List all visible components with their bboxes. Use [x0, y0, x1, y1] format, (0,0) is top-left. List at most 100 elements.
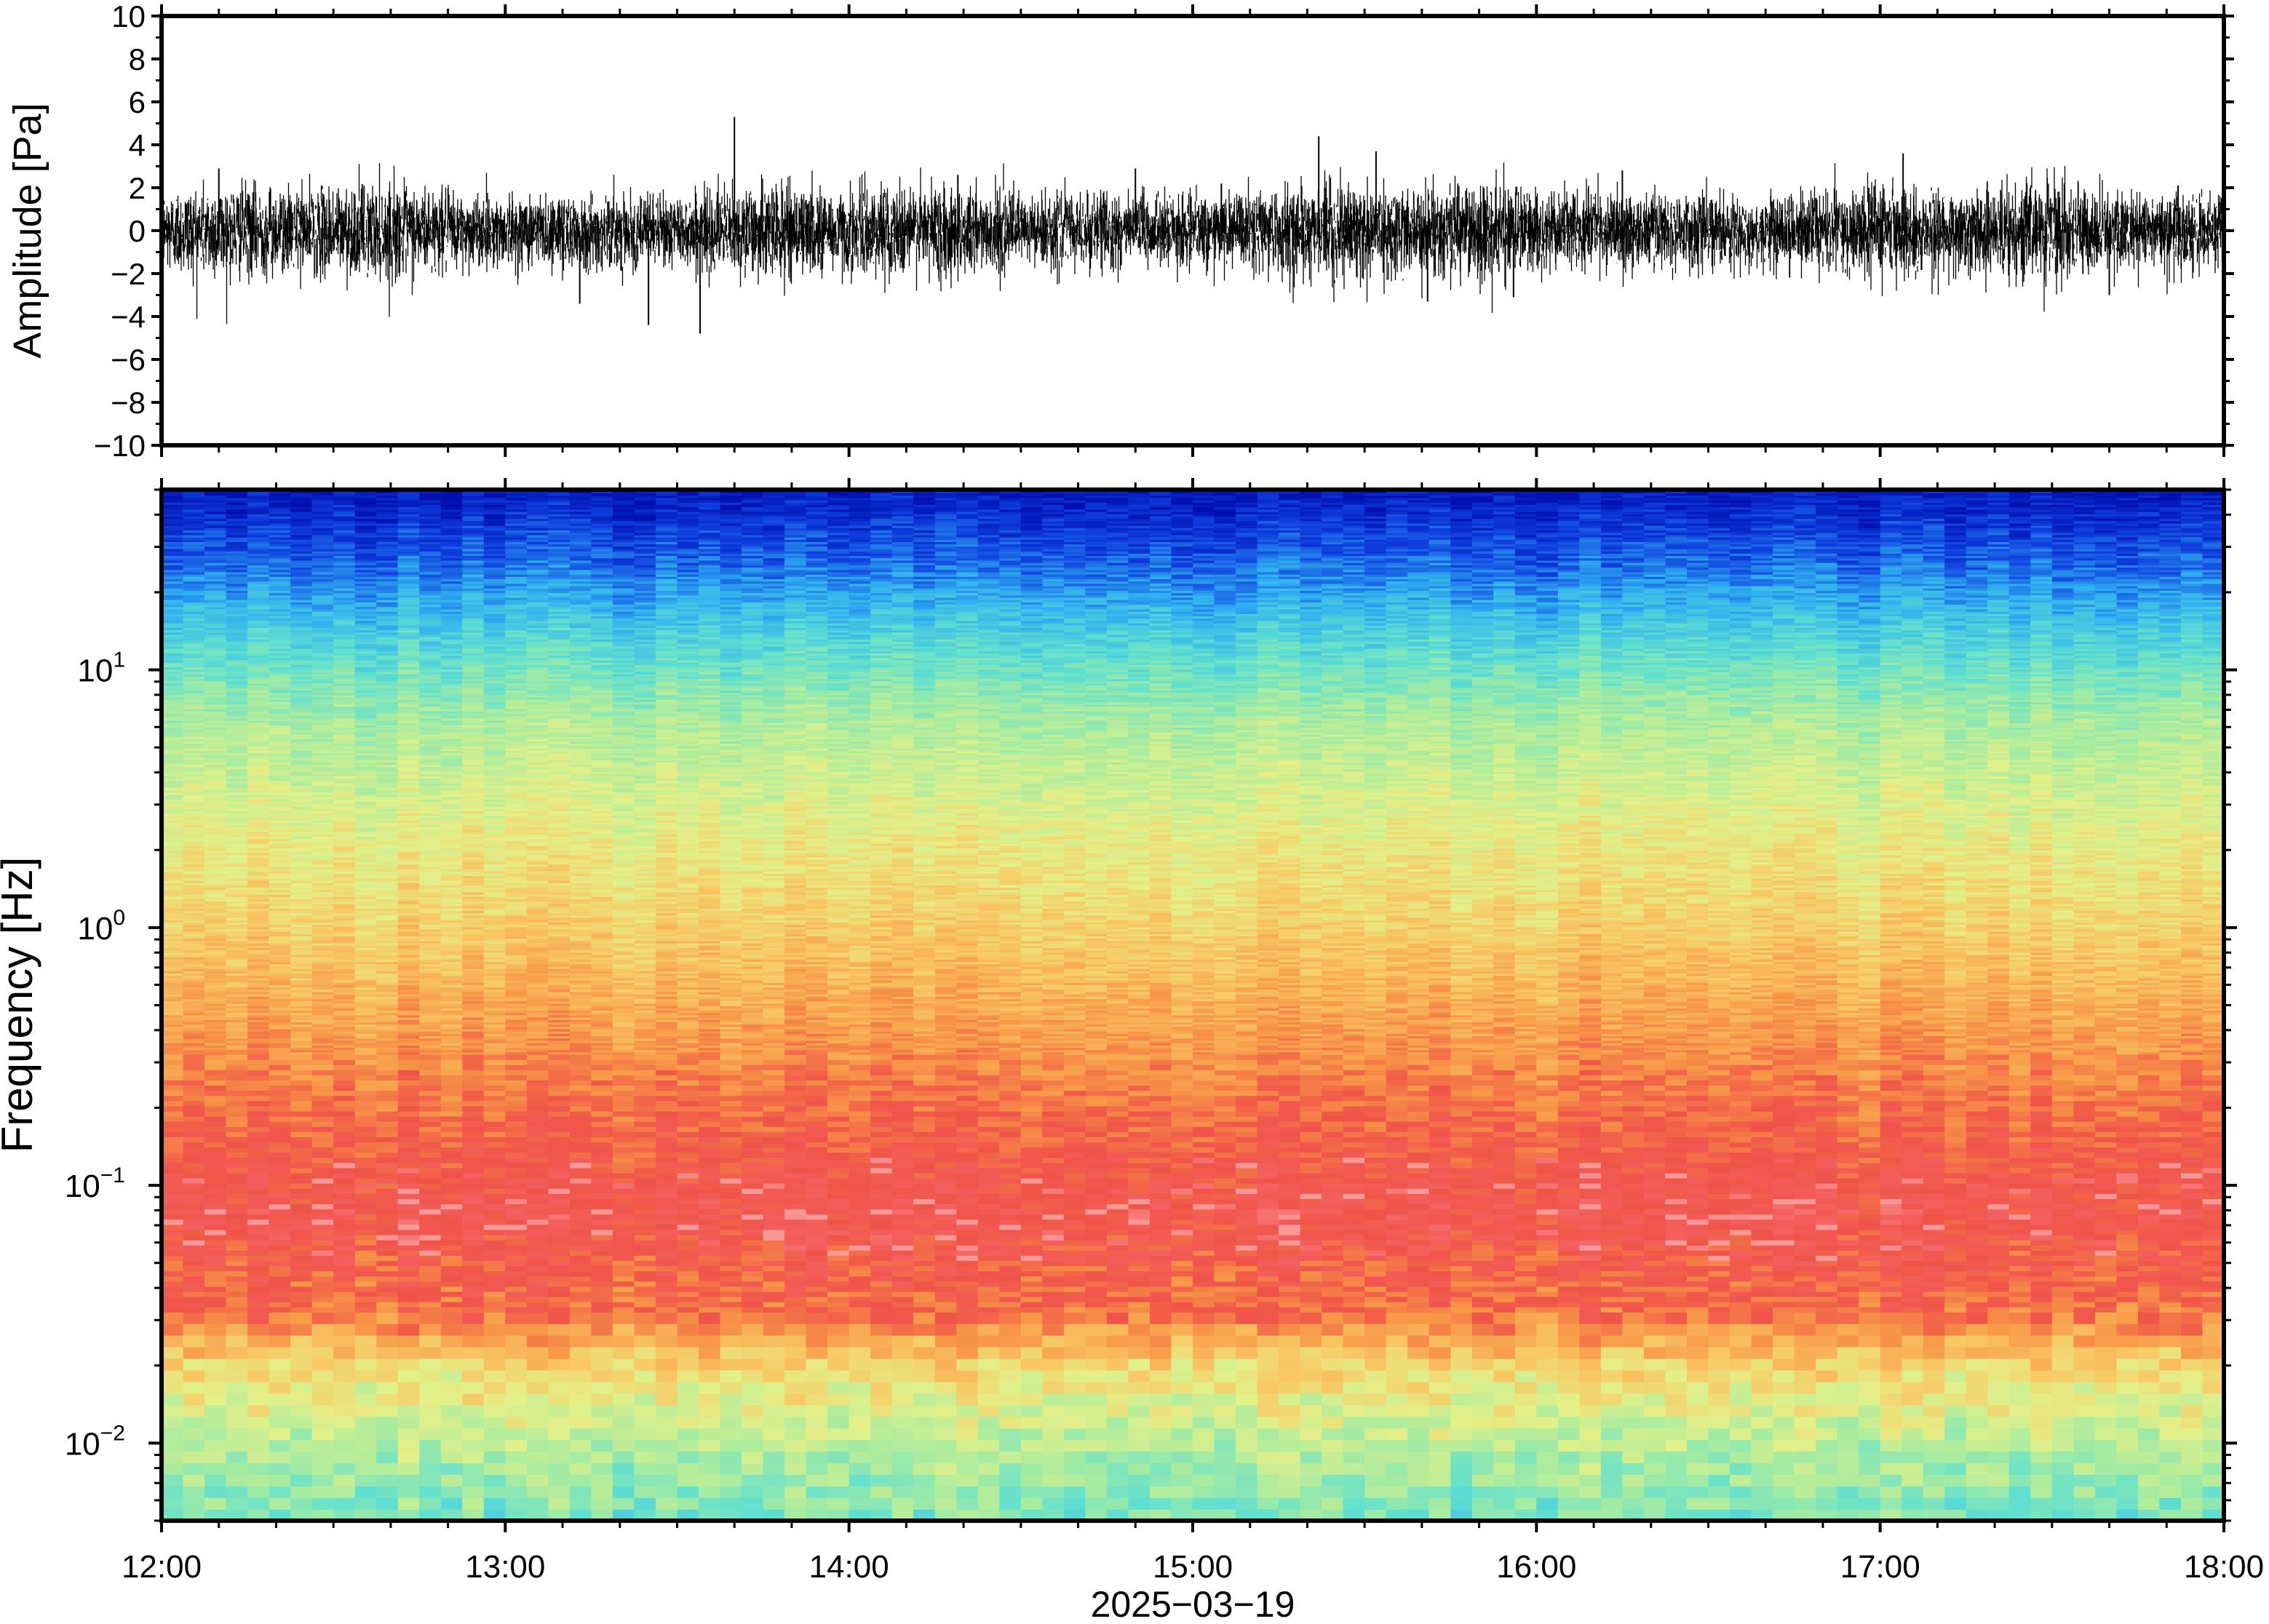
spectrogram-cell	[462, 1382, 484, 1394]
spectrogram-cell	[333, 1101, 355, 1107]
spectrogram-cell	[484, 1178, 506, 1184]
spectrogram-cell	[162, 1291, 183, 1297]
spectrogram-cell	[484, 1250, 506, 1256]
spectrogram-cell	[462, 1265, 484, 1271]
spectrogram-cell	[183, 1188, 205, 1194]
spectrogram-cell	[204, 1307, 226, 1313]
spectrogram-cell	[355, 1474, 377, 1486]
spectrogram-cell	[441, 1178, 463, 1184]
spectrogram-cell	[290, 1198, 312, 1204]
spectrogram-cell	[312, 1101, 334, 1107]
spectrogram-cell	[269, 1255, 291, 1261]
spectrogram-cell	[204, 1347, 226, 1359]
spectrogram-cell	[376, 1393, 398, 1406]
spectrogram-cell	[290, 1075, 312, 1080]
spectrogram-cell	[484, 1116, 506, 1122]
spectrogram-cell	[312, 1393, 334, 1406]
spectrogram-cell	[333, 1312, 355, 1324]
spectrogram-cell	[419, 1183, 441, 1189]
spectrogram-cell	[290, 1193, 312, 1199]
spectrogram-cell	[204, 1393, 226, 1406]
spectrogram-cell	[183, 1219, 205, 1225]
amplitude-y-tick-label: −10	[94, 429, 146, 463]
spectrogram-cell	[247, 1214, 269, 1219]
spectrogram-cell	[162, 1250, 183, 1256]
spectrogram-cell	[484, 1297, 506, 1302]
spectrogram-cell	[333, 1291, 355, 1297]
spectrogram-cell	[398, 1163, 420, 1169]
spectrogram-cell	[269, 1203, 291, 1209]
spectrogram-cell	[462, 1462, 484, 1475]
spectrogram-cell	[247, 1265, 269, 1271]
spectrogram-cell	[312, 1219, 334, 1225]
spectrogram-cell	[204, 1121, 226, 1127]
spectrogram-cell	[204, 1230, 226, 1235]
spectrogram-cell	[226, 1474, 248, 1486]
spectrogram-cell	[290, 1307, 312, 1313]
spectrogram-cell	[247, 1163, 269, 1169]
spectrogram-cell	[269, 1096, 291, 1102]
spectrogram-cell	[162, 1335, 183, 1348]
spectrogram-cell	[247, 1142, 269, 1147]
spectrogram-cell	[441, 1096, 463, 1102]
spectrogram-cell	[269, 1324, 291, 1336]
spectrogram-cell	[162, 1382, 183, 1394]
spectrogram-cell	[462, 1219, 484, 1225]
spectrogram-cell	[398, 1451, 420, 1463]
spectrogram-cell	[333, 1142, 355, 1147]
spectrogram-cell	[484, 1291, 506, 1297]
spectrogram-cell	[204, 1370, 226, 1382]
spectrogram-cell	[312, 1335, 334, 1348]
spectrogram-cell	[333, 1260, 355, 1266]
spectrogram-cell	[204, 1059, 226, 1065]
spectrogram-cell	[376, 1265, 398, 1271]
spectrogram-cell	[376, 1276, 398, 1282]
spectrogram-cell	[398, 1168, 420, 1174]
spectrogram-cell	[247, 1281, 269, 1287]
spectrogram-cell	[312, 1173, 334, 1179]
spectrogram-cell	[226, 1183, 248, 1189]
spectrogram-cell	[247, 1335, 269, 1348]
amplitude-y-tick-label: 4	[129, 128, 146, 162]
spectrogram-cell	[441, 1142, 463, 1147]
spectrogram-cell	[269, 1312, 291, 1324]
spectrogram-cell	[333, 1307, 355, 1313]
spectrogram-cell	[441, 1209, 463, 1214]
spectrogram-cell	[355, 1382, 377, 1394]
spectrogram-cell	[462, 1059, 484, 1065]
amplitude-y-tick-label: 2	[129, 171, 146, 205]
spectrogram-cell	[162, 1219, 183, 1225]
spectrogram-cell	[441, 1307, 463, 1313]
spectrogram-cell	[162, 1451, 183, 1463]
spectrogram-cell	[462, 1240, 484, 1246]
spectrogram-cell	[290, 1255, 312, 1261]
spectrogram-cell	[398, 1111, 420, 1117]
spectrogram-cell	[312, 1286, 334, 1292]
spectrogram-cell	[462, 1111, 484, 1117]
spectrogram-cell	[162, 1059, 183, 1065]
spectrogram-cell	[312, 1158, 334, 1163]
spectrogram-cell	[398, 1270, 420, 1276]
spectrogram-cell	[441, 1158, 463, 1163]
waveform-series	[162, 163, 2224, 325]
spectrogram-cell	[183, 1393, 205, 1406]
spectrogram-cell	[398, 1178, 420, 1184]
spectrogram-cell	[312, 1178, 334, 1184]
spectrogram-cell	[183, 1286, 205, 1292]
spectrogram-cell	[419, 1428, 441, 1441]
spectrogram-cell	[376, 1054, 398, 1060]
spectrogram-cell	[355, 1245, 377, 1251]
spectrogram-cell	[398, 1240, 420, 1246]
spectrogram-cell	[290, 1131, 312, 1137]
spectrogram-cell	[419, 1214, 441, 1219]
spectrogram-cell	[419, 1059, 441, 1065]
waveform-trace	[162, 163, 2224, 325]
spectrogram-cell	[398, 1209, 420, 1214]
spectrogram-cell	[269, 1147, 291, 1153]
amplitude-y-tick-label: −6	[111, 343, 146, 377]
amplitude-y-tick-label: −4	[111, 300, 146, 334]
spectrogram-cell	[162, 1462, 183, 1475]
spectrogram-cell	[312, 1497, 334, 1510]
spectrogram-cell	[183, 1245, 205, 1251]
